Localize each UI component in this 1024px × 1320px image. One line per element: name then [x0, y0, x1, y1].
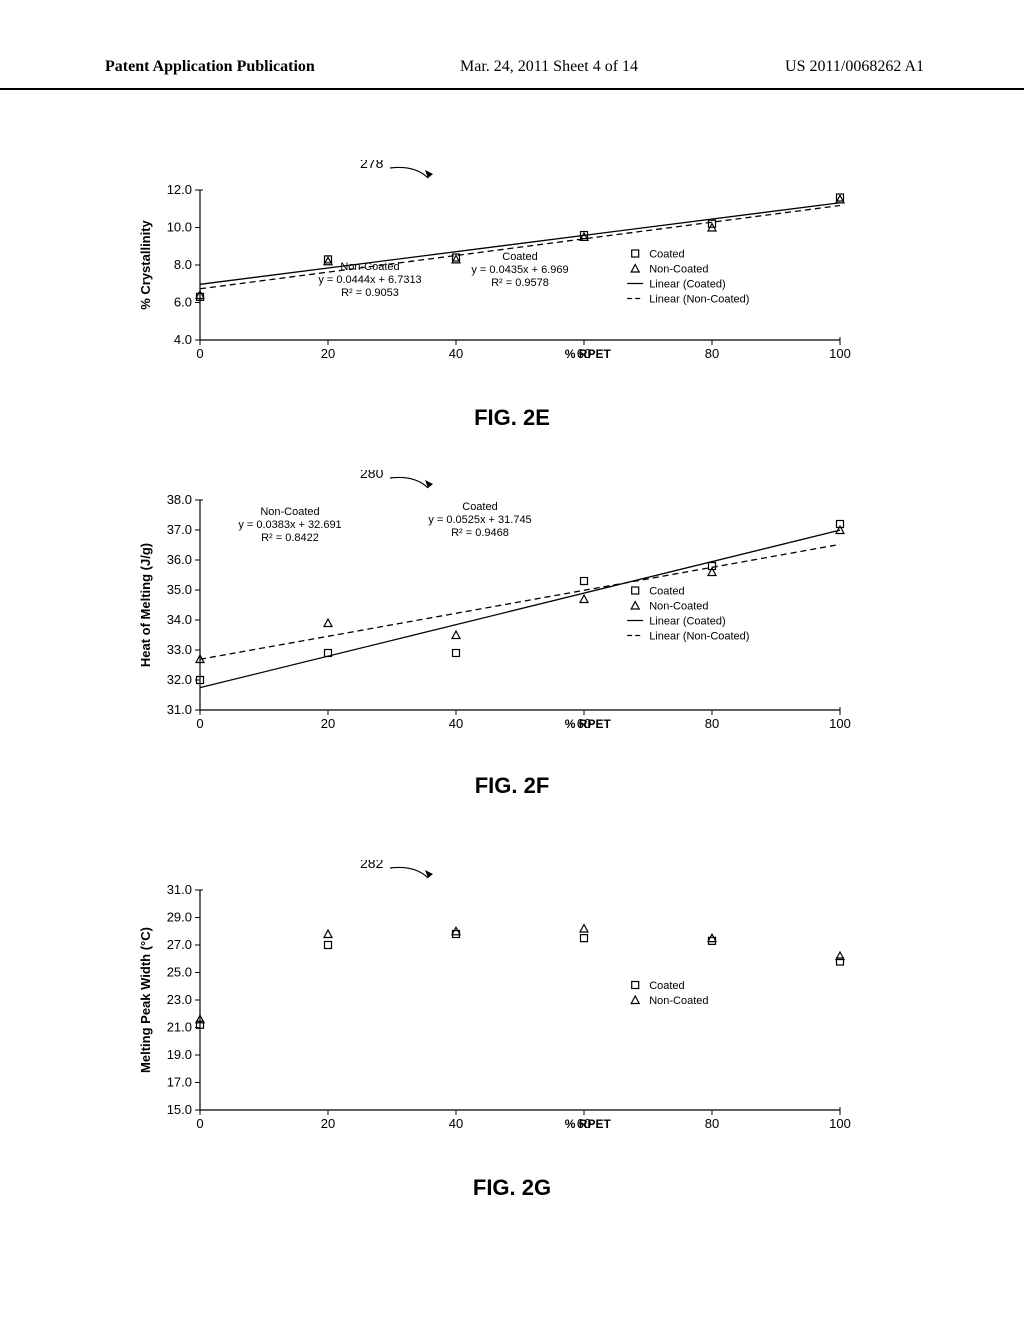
svg-text:Heat of Melting (J/g): Heat of Melting (J/g) — [138, 543, 153, 667]
svg-text:25.0: 25.0 — [167, 965, 192, 980]
svg-text:0: 0 — [196, 346, 203, 361]
svg-text:Non-Coated: Non-Coated — [649, 264, 708, 276]
svg-text:Non-Coated: Non-Coated — [340, 261, 399, 273]
svg-text:37.0: 37.0 — [167, 522, 192, 537]
svg-text:4.0: 4.0 — [174, 332, 192, 347]
svg-text:0: 0 — [196, 1116, 203, 1131]
svg-text:12.0: 12.0 — [167, 182, 192, 197]
svg-text:33.0: 33.0 — [167, 642, 192, 657]
svg-text:y = 0.0444x + 6.7313: y = 0.0444x + 6.7313 — [318, 274, 421, 286]
svg-text:31.0: 31.0 — [167, 882, 192, 897]
chart-2g: 15.0 17.0 19.0 21.0 23.0 25.0 27.0 29.0 31.0 0 20 4… — [120, 860, 860, 1155]
svg-text:% RPET: % RPET — [565, 347, 612, 361]
svg-text:8.0: 8.0 — [174, 257, 192, 272]
svg-text:100: 100 — [829, 716, 851, 731]
fig-2g-label: FIG. 2G — [473, 1175, 551, 1201]
chart-2f: 31.032.033.034.035.036.037.038.002040608… — [120, 470, 860, 755]
svg-text:27.0: 27.0 — [167, 937, 192, 952]
svg-text:40: 40 — [449, 1116, 463, 1131]
svg-text:35.0: 35.0 — [167, 582, 192, 597]
header-bar: Patent Application Publication Mar. 24, … — [0, 58, 1024, 90]
svg-text:19.0: 19.0 — [167, 1047, 192, 1062]
svg-text:15.0: 15.0 — [167, 1102, 192, 1117]
svg-text:y = 0.0383x + 32.691: y = 0.0383x + 32.691 — [238, 519, 341, 531]
svg-text:Non-Coated: Non-Coated — [649, 995, 708, 1007]
svg-text:29.0: 29.0 — [167, 910, 192, 925]
header-mid: Mar. 24, 2011 Sheet 4 of 14 — [460, 58, 638, 76]
svg-text:Coated: Coated — [462, 501, 497, 513]
svg-text:Linear (Non-Coated): Linear (Non-Coated) — [649, 631, 749, 643]
svg-text:Linear (Coated): Linear (Coated) — [649, 279, 725, 291]
svg-text:Linear (Coated): Linear (Coated) — [649, 616, 725, 628]
svg-text:Coated: Coated — [502, 251, 537, 263]
page: Patent Application Publication Mar. 24, … — [0, 0, 1024, 1320]
svg-text:R² = 0.9053: R² = 0.9053 — [341, 287, 399, 299]
svg-text:32.0: 32.0 — [167, 672, 192, 687]
svg-text:y = 0.0525x + 31.745: y = 0.0525x + 31.745 — [428, 514, 531, 526]
svg-text:Coated: Coated — [649, 980, 684, 992]
svg-text:R² = 0.9578: R² = 0.9578 — [491, 277, 549, 289]
svg-text:Melting Peak Width (°C): Melting Peak Width (°C) — [138, 927, 153, 1073]
svg-text:20: 20 — [321, 716, 335, 731]
svg-text:100: 100 — [829, 1116, 851, 1131]
fig-2e-label: FIG. 2E — [474, 405, 550, 431]
fig-2f-label: FIG. 2F — [475, 773, 550, 799]
svg-text:23.0: 23.0 — [167, 992, 192, 1007]
svg-text:100: 100 — [829, 346, 851, 361]
svg-text:Non-Coated: Non-Coated — [260, 506, 319, 518]
chart-2f-svg: 31.032.033.034.035.036.037.038.002040608… — [120, 470, 860, 750]
svg-text:34.0: 34.0 — [167, 612, 192, 627]
svg-text:0: 0 — [196, 716, 203, 731]
chart-2e-svg: 4.06.08.010.012.0020406080100% Crystalli… — [120, 160, 860, 380]
svg-text:21.0: 21.0 — [167, 1020, 192, 1035]
svg-text:20: 20 — [321, 346, 335, 361]
svg-text:282: 282 — [360, 860, 384, 871]
svg-text:31.0: 31.0 — [167, 702, 192, 717]
svg-text:R² = 0.9468: R² = 0.9468 — [451, 527, 509, 539]
svg-text:17.0: 17.0 — [167, 1075, 192, 1090]
header-left: Patent Application Publication — [105, 58, 315, 76]
svg-text:% Crystallinity: % Crystallinity — [138, 219, 153, 309]
svg-text:% RPET: % RPET — [565, 1117, 612, 1131]
svg-text:80: 80 — [705, 1116, 719, 1131]
svg-text:Coated: Coated — [649, 249, 684, 261]
svg-text:280: 280 — [360, 470, 384, 481]
svg-text:36.0: 36.0 — [167, 552, 192, 567]
header-right: US 2011/0068262 A1 — [785, 58, 924, 76]
svg-text:80: 80 — [705, 346, 719, 361]
svg-text:R² = 0.8422: R² = 0.8422 — [261, 532, 319, 544]
svg-text:y = 0.0435x + 6.969: y = 0.0435x + 6.969 — [471, 264, 568, 276]
chart-2e: 4.06.08.010.012.0020406080100% Crystalli… — [120, 160, 860, 385]
svg-text:Coated: Coated — [649, 586, 684, 598]
svg-text:278: 278 — [360, 160, 384, 171]
svg-text:40: 40 — [449, 346, 463, 361]
svg-text:38.0: 38.0 — [167, 492, 192, 507]
svg-text:20: 20 — [321, 1116, 335, 1131]
chart-2g-svg: 15.0 17.0 19.0 21.0 23.0 25.0 27.0 29.0 31.0 0 20 4… — [120, 860, 860, 1150]
svg-text:80: 80 — [705, 716, 719, 731]
svg-text:40: 40 — [449, 716, 463, 731]
svg-text:Linear (Non-Coated): Linear (Non-Coated) — [649, 294, 749, 306]
svg-text:6.0: 6.0 — [174, 295, 192, 310]
svg-text:10.0: 10.0 — [167, 220, 192, 235]
svg-text:% RPET: % RPET — [565, 717, 612, 731]
svg-text:Non-Coated: Non-Coated — [649, 601, 708, 613]
